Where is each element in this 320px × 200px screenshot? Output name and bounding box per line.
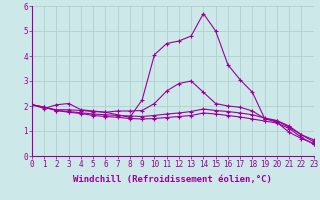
- X-axis label: Windchill (Refroidissement éolien,°C): Windchill (Refroidissement éolien,°C): [73, 175, 272, 184]
